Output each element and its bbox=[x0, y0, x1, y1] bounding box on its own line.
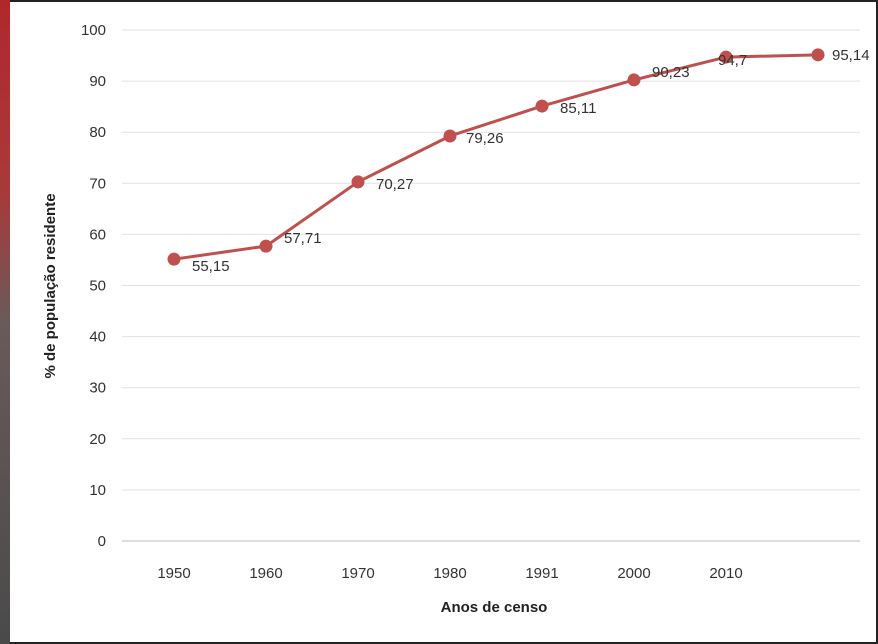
x-tick-label: 1950 bbox=[157, 565, 190, 582]
y-tick-label: 50 bbox=[89, 278, 106, 295]
data-point bbox=[443, 129, 457, 143]
data-label: 70,27 bbox=[376, 176, 414, 193]
x-tick-label: 1960 bbox=[249, 565, 282, 582]
grid-lines bbox=[122, 29, 860, 542]
data-label: 90,23 bbox=[652, 64, 690, 81]
y-tick-label: 20 bbox=[89, 431, 106, 448]
left-edge-strip bbox=[0, 0, 10, 644]
series-group bbox=[167, 48, 825, 266]
x-tick-label: 1991 bbox=[525, 565, 558, 582]
y-tick-label: 100 bbox=[81, 22, 106, 39]
y-axis-title: % de população residente bbox=[42, 193, 59, 378]
x-tick-label: 1980 bbox=[433, 565, 466, 582]
x-tick-label: 1970 bbox=[341, 565, 374, 582]
data-point bbox=[167, 252, 181, 266]
x-tick-label: 2010 bbox=[709, 565, 742, 582]
y-tick-label: 80 bbox=[89, 124, 106, 141]
data-labels: 55,15 57,71 70,27 79,26 85,11 90,23 94,7 95,14 bbox=[192, 47, 870, 275]
y-tick-label: 30 bbox=[89, 380, 106, 397]
series-line bbox=[173, 53, 819, 261]
data-label: 79,26 bbox=[466, 130, 504, 147]
y-tick-label: 90 bbox=[89, 73, 106, 90]
y-axis-ticks: 0 10 20 30 40 50 60 70 80 90 100 bbox=[81, 22, 106, 550]
data-point bbox=[259, 239, 273, 253]
y-tick-label: 60 bbox=[89, 226, 106, 243]
data-point bbox=[719, 50, 733, 64]
y-tick-label: 0 bbox=[98, 533, 106, 550]
data-point bbox=[535, 99, 549, 113]
y-tick-label: 10 bbox=[89, 482, 106, 499]
data-label: 94,7 bbox=[718, 52, 747, 69]
x-axis-title: Anos de censo bbox=[441, 599, 548, 616]
x-tick-label: 2000 bbox=[617, 565, 650, 582]
data-point bbox=[351, 175, 365, 189]
y-tick-label: 40 bbox=[89, 329, 106, 346]
x-axis-ticks: 1950 1960 1970 1980 1991 2000 2010 bbox=[157, 565, 742, 582]
data-label: 57,71 bbox=[284, 230, 322, 247]
y-tick-label: 70 bbox=[89, 175, 106, 192]
data-label: 95,14 bbox=[832, 47, 870, 64]
data-point bbox=[811, 48, 825, 62]
data-label: 85,11 bbox=[560, 100, 596, 117]
data-label: 55,15 bbox=[192, 258, 230, 275]
data-point bbox=[627, 73, 641, 87]
